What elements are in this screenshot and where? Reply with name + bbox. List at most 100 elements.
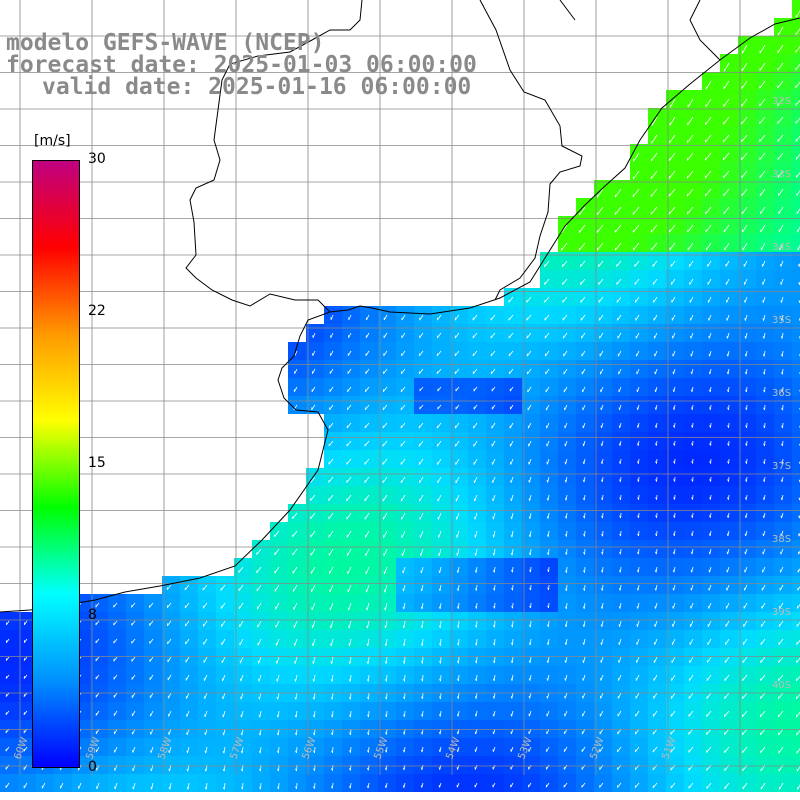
wind-arrow-head bbox=[403, 696, 405, 700]
wind-arrow-head bbox=[673, 425, 675, 428]
wind-arrow bbox=[438, 548, 442, 556]
wind-arrow-head bbox=[781, 407, 783, 411]
wind-arrow bbox=[509, 386, 514, 392]
wind-arrow bbox=[742, 692, 748, 700]
wind-arrow-head bbox=[258, 750, 261, 754]
wind-arrow bbox=[383, 530, 388, 538]
wind-arrow bbox=[584, 584, 586, 591]
wind-arrow bbox=[313, 656, 316, 664]
wind-arrow-head bbox=[528, 480, 530, 483]
wind-arrow bbox=[727, 530, 730, 537]
wind-arrow bbox=[400, 494, 406, 502]
wind-arrow bbox=[705, 224, 712, 233]
wind-arrow bbox=[599, 332, 604, 339]
wind-arrow bbox=[310, 530, 316, 538]
wind-arrow bbox=[131, 656, 136, 662]
wind-arrow bbox=[562, 314, 568, 321]
wind-arrow bbox=[131, 710, 136, 717]
wind-arrow bbox=[670, 710, 676, 717]
wind-arrow bbox=[439, 746, 442, 753]
wind-arrow-head bbox=[259, 768, 261, 772]
wind-arrow-head bbox=[367, 732, 369, 735]
wind-arrow bbox=[654, 368, 658, 375]
wind-arrow bbox=[292, 548, 298, 556]
wind-arrow-head bbox=[349, 767, 351, 771]
wind-arrow-head bbox=[780, 336, 783, 339]
wind-arrow bbox=[601, 584, 604, 591]
wind-arrow bbox=[744, 278, 748, 285]
wind-arrow-head bbox=[619, 515, 621, 519]
wind-arrow bbox=[565, 638, 568, 645]
wind-arrow-head bbox=[150, 786, 152, 790]
wind-arrow bbox=[293, 602, 298, 610]
wind-arrow bbox=[5, 782, 10, 789]
wind-arrow bbox=[473, 458, 478, 465]
wind-arrow bbox=[403, 638, 406, 646]
wind-arrow bbox=[617, 746, 622, 753]
wind-arrow bbox=[348, 602, 352, 611]
wind-arrow bbox=[366, 314, 370, 321]
wind-arrow-head bbox=[636, 606, 639, 609]
wind-arrow bbox=[580, 296, 586, 303]
speed-cell bbox=[792, 216, 800, 234]
wind-arrow bbox=[741, 206, 748, 215]
wind-arrow-head bbox=[186, 750, 188, 754]
wind-arrow bbox=[490, 332, 496, 339]
wind-arrow bbox=[365, 548, 370, 557]
wind-arrow-head bbox=[672, 551, 675, 555]
wind-arrow bbox=[419, 332, 424, 339]
wind-arrow bbox=[545, 386, 550, 393]
wind-arrow-head bbox=[745, 479, 747, 482]
wind-arrow-head bbox=[583, 570, 585, 573]
wind-arrow bbox=[508, 296, 514, 303]
wind-arrow bbox=[60, 782, 64, 789]
wind-arrow bbox=[475, 548, 478, 556]
wind-arrow bbox=[203, 674, 208, 681]
wind-arrow bbox=[220, 584, 226, 591]
wind-arrow-head bbox=[654, 425, 657, 428]
wind-arrow bbox=[563, 368, 568, 375]
speed-cell bbox=[792, 54, 800, 72]
wind-arrow-head bbox=[438, 749, 441, 753]
colorbar-unit: [m/s] bbox=[34, 133, 71, 149]
wind-arrow bbox=[706, 692, 712, 699]
wind-arrow-head bbox=[637, 551, 639, 555]
wind-arrow bbox=[599, 746, 604, 753]
wind-arrow bbox=[781, 332, 784, 339]
wind-arrow bbox=[653, 710, 658, 717]
wind-arrow bbox=[329, 404, 334, 411]
wind-arrow bbox=[706, 746, 712, 753]
wind-arrow-head bbox=[781, 389, 783, 393]
wind-arrow bbox=[726, 566, 730, 573]
wind-arrow bbox=[420, 548, 424, 557]
wind-arrow bbox=[744, 584, 748, 591]
wind-arrow-head bbox=[691, 497, 693, 500]
wind-arrow bbox=[741, 98, 748, 107]
wind-arrow bbox=[655, 584, 658, 591]
wind-arrow-head bbox=[564, 497, 567, 501]
wind-arrow bbox=[619, 404, 622, 411]
wind-arrow bbox=[652, 260, 658, 267]
wind-arrow bbox=[635, 674, 640, 681]
wind-arrow bbox=[618, 638, 622, 645]
wind-arrow-head bbox=[349, 696, 351, 700]
wind-arrow bbox=[782, 368, 784, 375]
wind-arrow bbox=[185, 620, 190, 627]
wind-arrow bbox=[528, 710, 532, 717]
wind-arrow bbox=[349, 692, 352, 700]
wind-arrow bbox=[241, 710, 244, 718]
wind-arrow-head bbox=[547, 552, 549, 556]
wind-arrow-head bbox=[331, 714, 333, 718]
wind-arrow bbox=[386, 728, 388, 735]
wind-arrow bbox=[762, 548, 766, 555]
wind-arrow bbox=[652, 746, 658, 753]
wind-arrow-head bbox=[780, 300, 782, 303]
wind-arrow-head bbox=[186, 768, 189, 772]
wind-arrow bbox=[777, 170, 784, 178]
wind-arrow bbox=[687, 134, 694, 143]
wind-arrow bbox=[113, 656, 118, 662]
wind-arrow bbox=[310, 566, 316, 574]
wind-arrow bbox=[367, 782, 370, 789]
wind-arrow bbox=[293, 584, 298, 592]
wind-arrow bbox=[238, 584, 244, 591]
